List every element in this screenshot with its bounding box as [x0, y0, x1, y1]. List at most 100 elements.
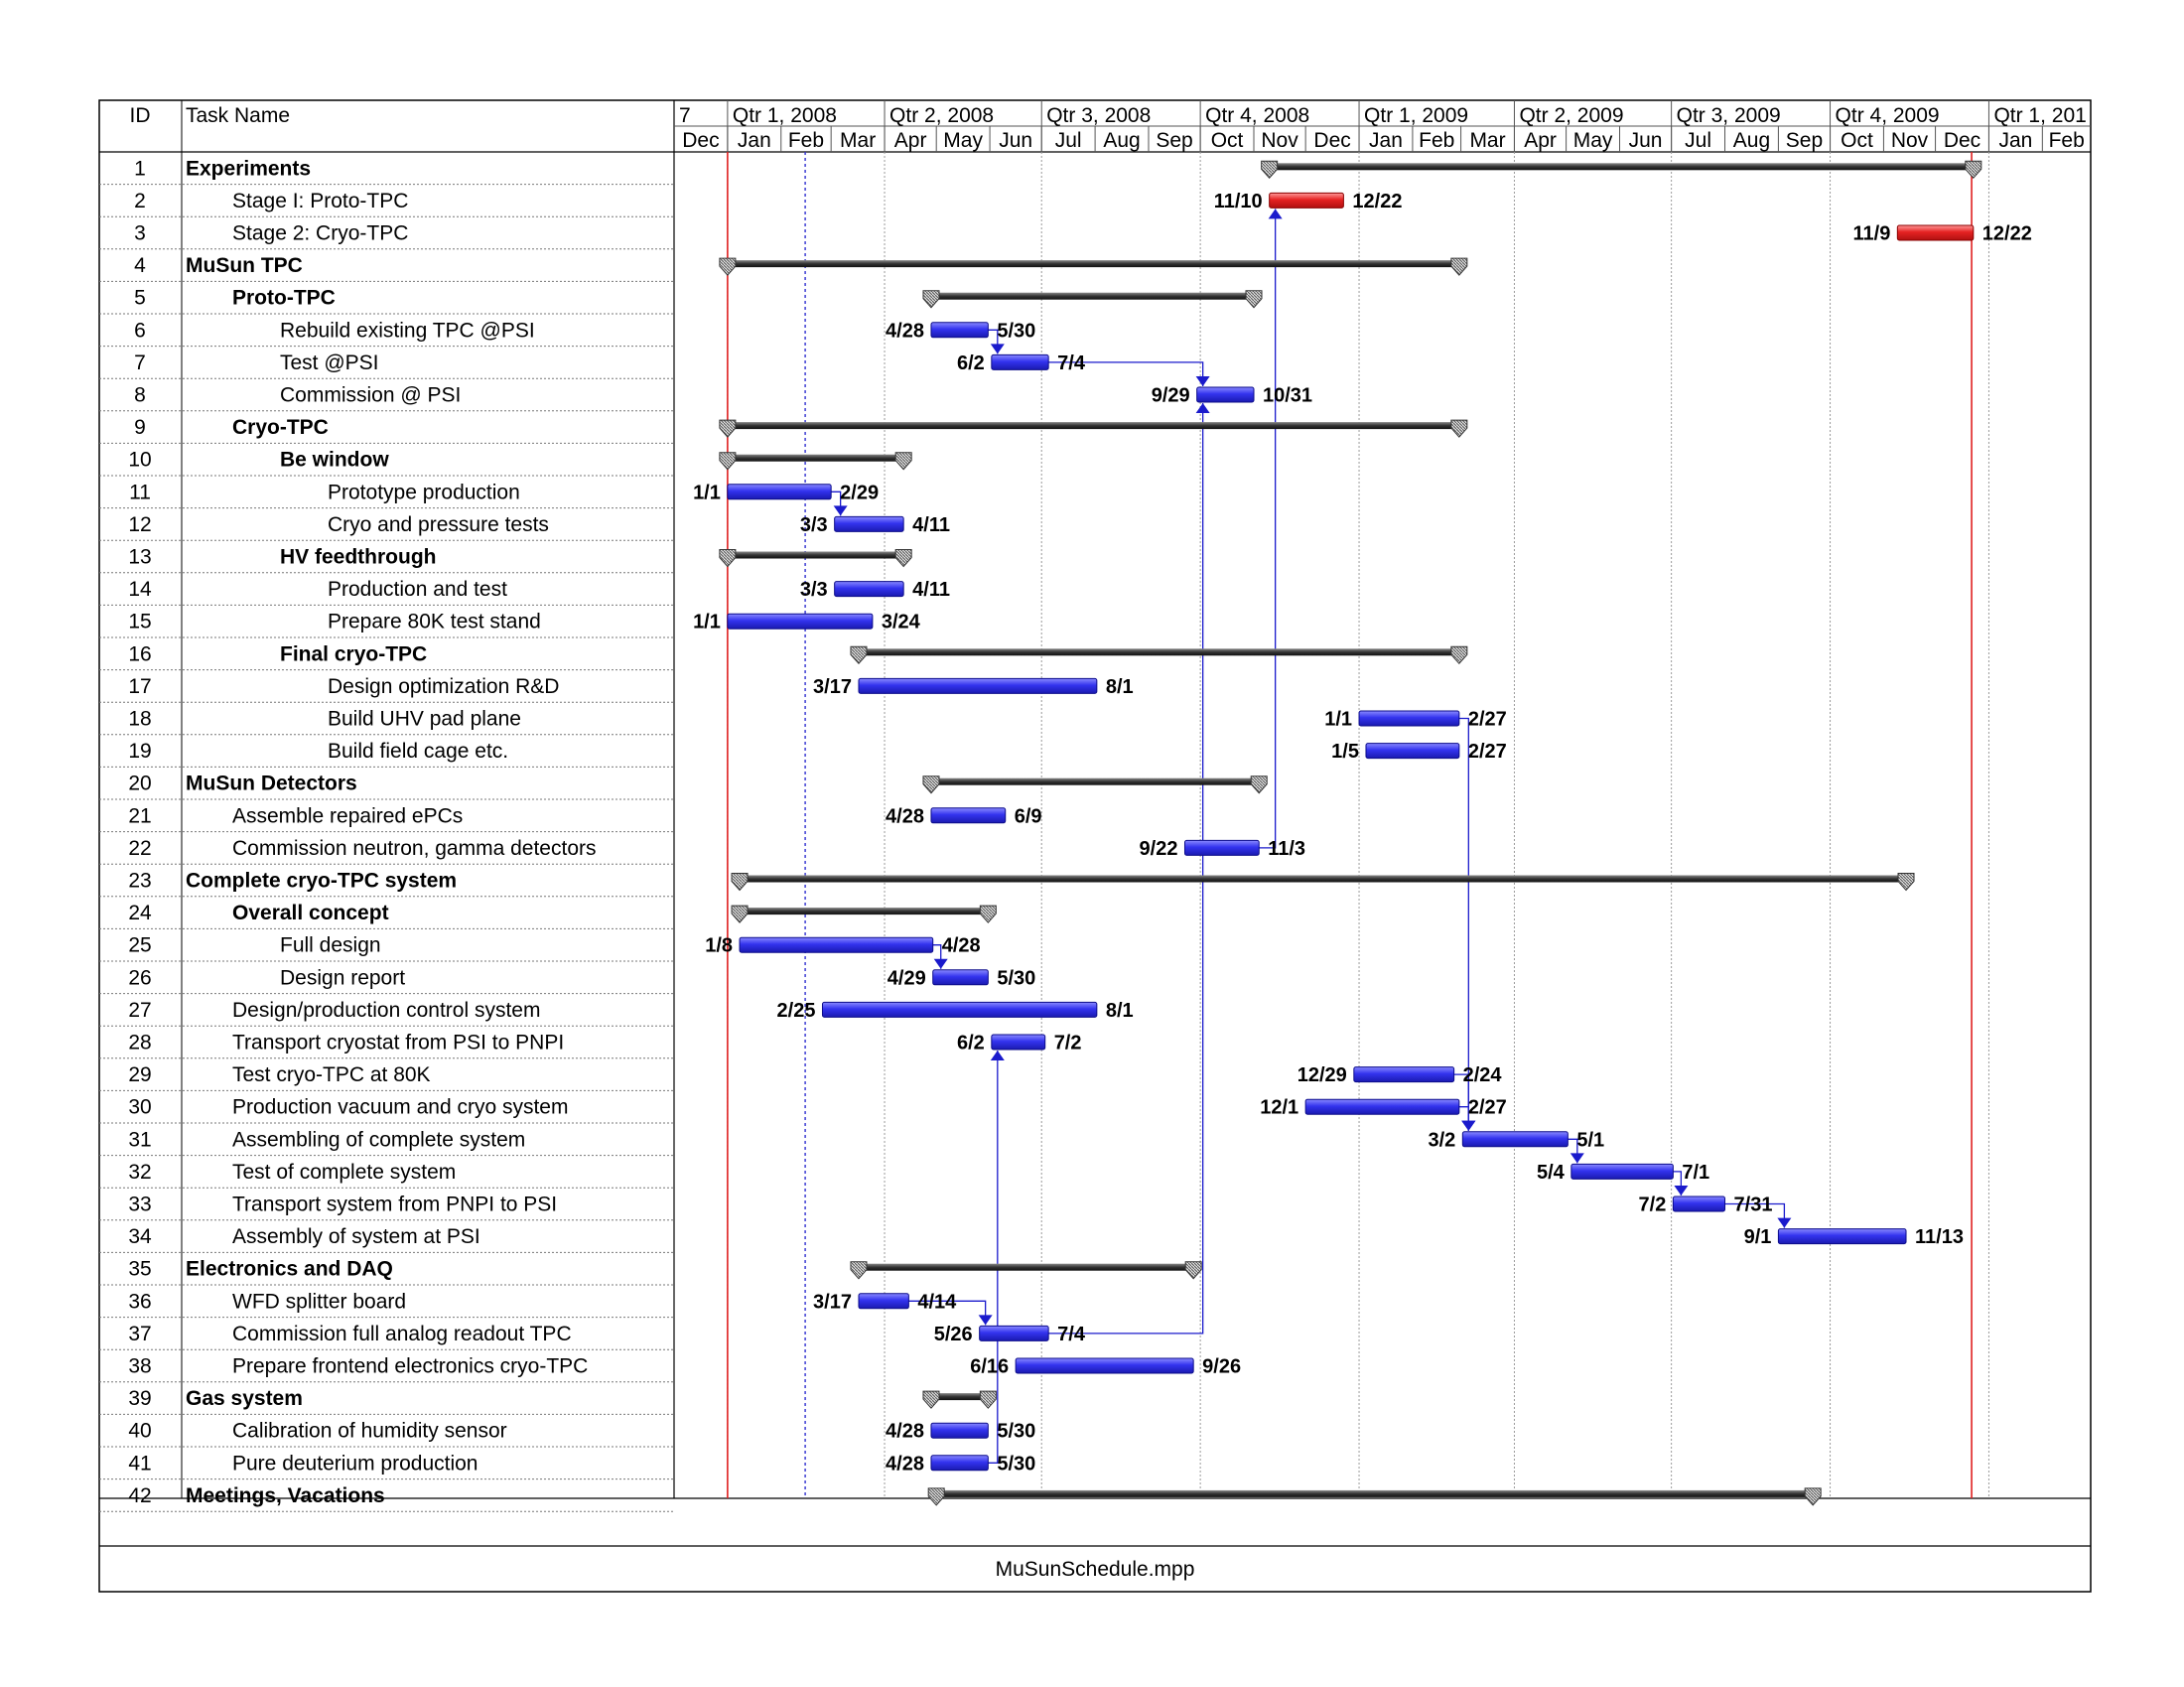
- task-bar: [727, 484, 832, 500]
- month-label: Jun: [1629, 129, 1663, 152]
- summary-cap: [979, 905, 997, 923]
- end-date-label: 4/14: [917, 1291, 957, 1313]
- end-date-label: 5/30: [997, 1453, 1035, 1475]
- task-name: Prepare 80K test stand: [328, 611, 541, 633]
- dependency-arrowhead: [1777, 1217, 1792, 1228]
- summary-cap: [719, 549, 737, 568]
- end-date-label: 7/2: [1054, 1033, 1082, 1054]
- summary-cap: [922, 290, 940, 309]
- task-bar: [1353, 1066, 1455, 1083]
- end-date-label: 8/1: [1106, 676, 1134, 698]
- dependency-arrowhead: [833, 505, 848, 516]
- end-date-label: 4/11: [912, 579, 950, 601]
- summary-cap: [1450, 257, 1468, 276]
- task-name: Cryo-TPC: [232, 416, 329, 439]
- summary-bar: [858, 1263, 1194, 1271]
- month-label: Jan: [1369, 129, 1403, 152]
- quarter-label: Qtr 4, 2009: [1836, 104, 1940, 127]
- task-bar: [1777, 1228, 1907, 1245]
- task-name: Calibration of humidity sensor: [232, 1420, 507, 1443]
- task-bar: [1015, 1357, 1194, 1374]
- task-id: 18: [128, 708, 151, 731]
- end-date-label: 5/30: [997, 1421, 1035, 1443]
- start-date-label: 11/9: [1853, 223, 1891, 245]
- end-date-label: 4/28: [942, 935, 981, 957]
- end-date-label: 6/9: [1015, 805, 1042, 827]
- task-bar: [1196, 386, 1255, 403]
- task-bar: [858, 1293, 909, 1310]
- month-label: Sep: [1786, 129, 1823, 152]
- task-name: Transport cryostat from PSI to PNPI: [232, 1032, 564, 1054]
- task-id: 37: [128, 1323, 151, 1345]
- start-date-label: 1/5: [1331, 741, 1359, 763]
- task-id: 24: [128, 902, 152, 924]
- task-id: 9: [134, 416, 146, 439]
- summary-cap: [979, 1390, 997, 1409]
- end-date-label: 12/22: [1352, 191, 1402, 212]
- month-label: Jul: [1055, 129, 1082, 152]
- summary-cap: [1261, 160, 1279, 180]
- task-name: Overall concept: [232, 902, 389, 924]
- task-id: 7: [134, 351, 146, 374]
- task-name: Commission full analog readout TPC: [232, 1323, 572, 1345]
- end-date-label: 12/22: [1982, 223, 2032, 245]
- summary-bar: [930, 777, 1260, 785]
- summary-cap: [731, 873, 749, 892]
- task-id: 22: [128, 837, 151, 860]
- task-bar: [979, 1325, 1049, 1341]
- end-date-label: 7/4: [1057, 1324, 1086, 1345]
- dependency-arrowhead: [933, 958, 948, 969]
- end-date-label: 2/27: [1468, 741, 1507, 763]
- start-date-label: 12/1: [1260, 1097, 1298, 1119]
- task-id: 12: [128, 513, 151, 536]
- dependency-arrowhead: [990, 1051, 1005, 1060]
- start-date-label: 4/28: [886, 320, 924, 342]
- start-date-label: 9/22: [1140, 838, 1178, 860]
- end-date-label: 2/27: [1468, 1097, 1507, 1119]
- end-date-label: 7/31: [1734, 1195, 1773, 1216]
- quarter-label: 7: [679, 104, 691, 127]
- month-label: Jul: [1685, 129, 1711, 152]
- summary-cap: [1184, 1261, 1202, 1280]
- summary-cap: [719, 452, 737, 471]
- quarter-label: Qtr 1, 201: [1993, 104, 2086, 127]
- summary-cap: [1250, 775, 1268, 794]
- start-date-label: 4/28: [886, 1453, 924, 1475]
- task-id: 17: [128, 675, 151, 698]
- end-date-label: 2/29: [840, 482, 879, 503]
- month-label: Nov: [1891, 129, 1929, 152]
- task-name: Electronics and DAQ: [186, 1258, 393, 1281]
- task-id: 25: [128, 934, 151, 957]
- task-bar: [1672, 1195, 1726, 1212]
- task-name: Meetings, Vacations: [186, 1484, 385, 1507]
- task-id: 42: [128, 1484, 151, 1507]
- task-name: Final cryo-TPC: [280, 642, 427, 665]
- task-name: Assembling of complete system: [232, 1128, 525, 1151]
- date-labels: 11/10 12/22 11/9 12/22 4/28 5/30 6/2 7/4 9/29 10/…: [693, 191, 2032, 1475]
- month-label: Dec: [682, 129, 719, 152]
- dependency-arrowhead: [1461, 1120, 1476, 1131]
- task-name: Production and test: [328, 578, 507, 601]
- end-date-label: 4/11: [912, 514, 950, 536]
- summary-cap: [719, 257, 737, 276]
- task-bar: [1461, 1131, 1569, 1148]
- end-date-label: 5/1: [1576, 1129, 1604, 1151]
- task-bar: [858, 677, 1098, 694]
- month-label: Mar: [1469, 129, 1505, 152]
- task-id: 13: [128, 546, 151, 569]
- start-date-label: 5/4: [1537, 1162, 1566, 1184]
- task-name: Prepare frontend electronics cryo-TPC: [232, 1355, 588, 1378]
- end-date-label: 8/1: [1106, 1000, 1134, 1022]
- summary-cap: [1965, 160, 1982, 180]
- month-label: May: [943, 129, 983, 152]
- quarter-label: Qtr 4, 2008: [1205, 104, 1309, 127]
- task-bar: [1358, 710, 1460, 727]
- start-date-label: 12/29: [1297, 1064, 1347, 1086]
- task-id: 10: [128, 449, 151, 472]
- task-id: 3: [134, 222, 146, 245]
- dependency-arrowhead: [978, 1315, 993, 1326]
- task-name: Assembly of system at PSI: [232, 1225, 480, 1248]
- task-name: Stage 2: Cryo-TPC: [232, 222, 408, 245]
- task-name: Design report: [280, 966, 405, 989]
- task-bar: [1570, 1163, 1674, 1180]
